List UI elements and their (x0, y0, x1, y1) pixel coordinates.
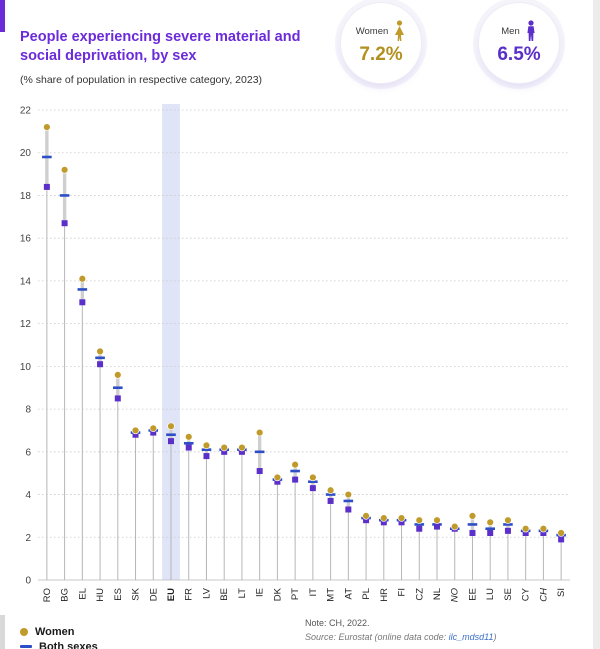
svg-text:FI: FI (397, 588, 408, 596)
legend-item-women: Women (20, 624, 98, 639)
stat-men-header: Men (501, 20, 536, 42)
svg-text:6: 6 (25, 447, 31, 458)
svg-text:CY: CY (521, 587, 532, 601)
man-icon (525, 20, 537, 42)
note-text: Note: CH, 2022. (305, 618, 370, 628)
women-marker-swatch (20, 627, 28, 636)
svg-text:RO: RO (42, 588, 53, 602)
stat-women-header: Women (356, 20, 407, 42)
svg-text:HR: HR (379, 588, 390, 602)
source-suffix: ) (493, 632, 497, 642)
legend-item-both-sexes: Both sexes (20, 639, 98, 649)
both-sexes-marker-swatch (20, 645, 32, 648)
svg-text:BG: BG (60, 588, 71, 602)
svg-text:DE: DE (148, 588, 159, 601)
svg-text:CZ: CZ (414, 588, 425, 601)
legend-women-label: Women (35, 625, 75, 638)
corner-accent-bottom-left (0, 615, 5, 649)
headline-stats: Women 7.2% Men 6. (340, 2, 560, 84)
svg-text:18: 18 (20, 191, 32, 202)
svg-text:ES: ES (113, 588, 124, 601)
deprivation-dot-chart: 0 2 4 6 8 10 12 14 16 18 20 22 RO BG EL HU ES SK DE EU FR LV B… (20, 104, 570, 602)
corner-accent-top-left (0, 0, 5, 32)
footnotes: Note: CH, 2022. Source: Eurostat (online… (305, 618, 585, 642)
svg-text:16: 16 (20, 234, 32, 245)
svg-text:SK: SK (131, 587, 142, 600)
svg-text:4: 4 (25, 490, 31, 501)
legend-both-sexes-label: Both sexes (39, 640, 98, 649)
svg-text:2: 2 (25, 533, 31, 544)
svg-text:EU: EU (166, 588, 177, 601)
svg-text:22: 22 (20, 106, 32, 117)
svg-text:BE: BE (219, 588, 230, 601)
svg-text:EE: EE (467, 588, 478, 601)
svg-text:10: 10 (20, 362, 32, 373)
source-text: Source: Eurostat (online data code: ilc_… (305, 632, 585, 642)
svg-text:NO: NO (450, 587, 461, 602)
svg-text:SE: SE (503, 588, 514, 601)
svg-text:HU: HU (95, 588, 106, 602)
stat-circle-women: Women 7.2% (340, 2, 422, 84)
svg-text:IT: IT (308, 588, 319, 597)
header: People experiencing severe material and … (20, 28, 320, 86)
page-subtitle: (% share of population in respective cat… (20, 73, 263, 86)
svg-text:20: 20 (20, 148, 32, 159)
svg-text:8: 8 (25, 405, 31, 416)
svg-text:AT: AT (343, 588, 354, 600)
svg-text:DK: DK (272, 587, 283, 601)
chart-area: 0 2 4 6 8 10 12 14 16 18 20 22 RO BG EL HU ES SK DE EU FR LV B… (8, 96, 580, 631)
right-edge-strip (593, 0, 600, 649)
svg-text:FR: FR (184, 588, 195, 601)
woman-icon (393, 20, 406, 42)
stat-women-value: 7.2% (359, 44, 403, 65)
svg-text:LT: LT (237, 588, 248, 599)
svg-text:CH: CH (538, 588, 549, 602)
stat-men-value: 6.5% (497, 44, 541, 65)
svg-text:PL: PL (361, 588, 372, 600)
svg-text:14: 14 (20, 276, 32, 287)
svg-text:MT: MT (326, 588, 337, 602)
svg-text:SI: SI (556, 588, 567, 597)
svg-text:0: 0 (25, 576, 31, 587)
svg-text:EL: EL (77, 588, 88, 600)
source-prefix: Source: Eurostat (online data code: (305, 632, 449, 642)
svg-text:PT: PT (290, 588, 301, 600)
svg-text:12: 12 (20, 319, 32, 330)
stat-women-label: Women (355, 25, 389, 37)
svg-text:NL: NL (432, 588, 443, 600)
svg-text:LU: LU (485, 588, 496, 600)
stat-men-label: Men (501, 25, 520, 37)
chart-legend: Women Both sexes (20, 624, 98, 649)
page-title: People experiencing severe material and … (20, 29, 301, 64)
stat-circle-men: Men 6.5% (478, 2, 560, 84)
svg-text:LV: LV (201, 587, 212, 599)
source-link[interactable]: ilc_mdsd11 (448, 632, 494, 642)
svg-text:IE: IE (255, 588, 266, 597)
